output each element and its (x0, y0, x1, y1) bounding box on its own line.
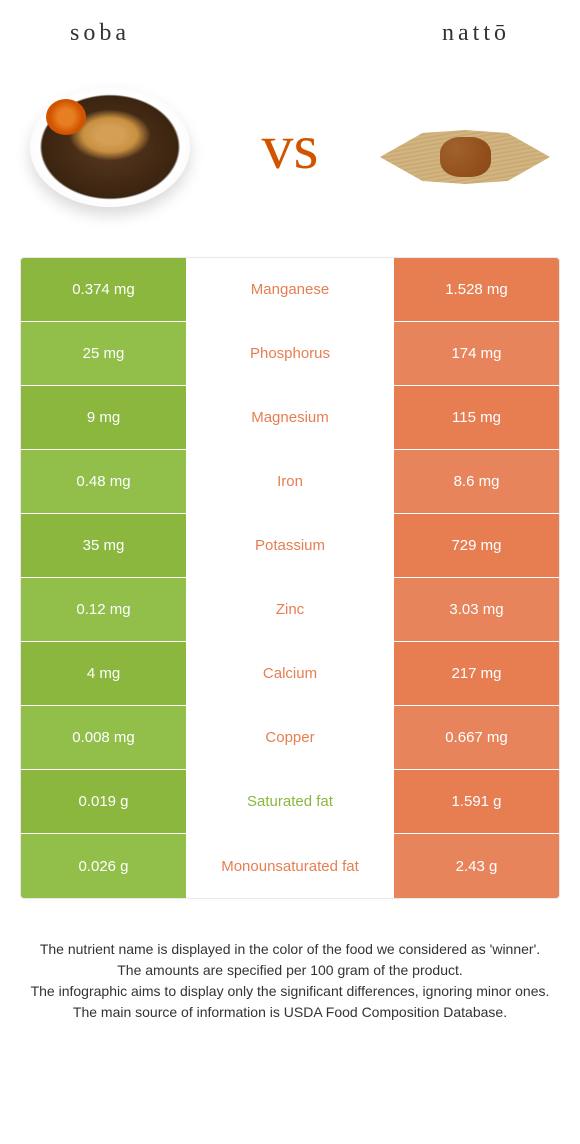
cell-nutrient-label: Saturated fat (186, 770, 394, 833)
cell-nutrient-label: Magnesium (186, 386, 394, 449)
table-row: 0.026 gMonounsaturated fat2.43 g (21, 834, 559, 898)
cell-left-value: 25 mg (21, 322, 186, 385)
cell-left-value: 9 mg (21, 386, 186, 449)
cell-nutrient-label: Monounsaturated fat (186, 834, 394, 898)
vs-label: vs (262, 110, 319, 184)
cell-left-value: 4 mg (21, 642, 186, 705)
cell-nutrient-label: Phosphorus (186, 322, 394, 385)
cell-left-value: 0.374 mg (21, 258, 186, 321)
cell-nutrient-label: Zinc (186, 578, 394, 641)
cell-right-value: 217 mg (394, 642, 559, 705)
cell-right-value: 1.591 g (394, 770, 559, 833)
cell-right-value: 0.667 mg (394, 706, 559, 769)
cell-right-value: 115 mg (394, 386, 559, 449)
cell-left-value: 0.019 g (21, 770, 186, 833)
cell-right-value: 8.6 mg (394, 450, 559, 513)
table-row: 25 mgPhosphorus174 mg (21, 322, 559, 386)
food-title-left: soba (70, 20, 130, 47)
cell-left-value: 0.12 mg (21, 578, 186, 641)
footnote-line: The infographic aims to display only the… (30, 981, 550, 1002)
footnote-line: The amounts are specified per 100 gram o… (30, 960, 550, 981)
cell-left-value: 0.48 mg (21, 450, 186, 513)
table-row: 0.12 mgZinc3.03 mg (21, 578, 559, 642)
cell-right-value: 3.03 mg (394, 578, 559, 641)
table-row: 9 mgMagnesium115 mg (21, 386, 559, 450)
vs-section: vs (0, 57, 580, 257)
table-row: 0.019 gSaturated fat1.591 g (21, 770, 559, 834)
footnote-line: The nutrient name is displayed in the co… (30, 939, 550, 960)
table-row: 35 mgPotassium729 mg (21, 514, 559, 578)
comparison-table: 0.374 mgManganese1.528 mg25 mgPhosphorus… (20, 257, 560, 899)
table-row: 0.48 mgIron8.6 mg (21, 450, 559, 514)
soba-image (30, 77, 200, 217)
cell-nutrient-label: Calcium (186, 642, 394, 705)
cell-nutrient-label: Potassium (186, 514, 394, 577)
footnote: The nutrient name is displayed in the co… (0, 899, 580, 1043)
cell-nutrient-label: Manganese (186, 258, 394, 321)
cell-left-value: 0.026 g (21, 834, 186, 898)
footnote-line: The main source of information is USDA F… (30, 1002, 550, 1023)
cell-right-value: 174 mg (394, 322, 559, 385)
table-row: 0.374 mgManganese1.528 mg (21, 258, 559, 322)
natto-image (380, 77, 550, 217)
food-title-right: nattō (442, 20, 510, 47)
table-row: 0.008 mgCopper0.667 mg (21, 706, 559, 770)
cell-left-value: 35 mg (21, 514, 186, 577)
cell-right-value: 1.528 mg (394, 258, 559, 321)
cell-right-value: 729 mg (394, 514, 559, 577)
cell-nutrient-label: Iron (186, 450, 394, 513)
cell-nutrient-label: Copper (186, 706, 394, 769)
cell-right-value: 2.43 g (394, 834, 559, 898)
table-row: 4 mgCalcium217 mg (21, 642, 559, 706)
cell-left-value: 0.008 mg (21, 706, 186, 769)
header: soba nattō (0, 0, 580, 57)
